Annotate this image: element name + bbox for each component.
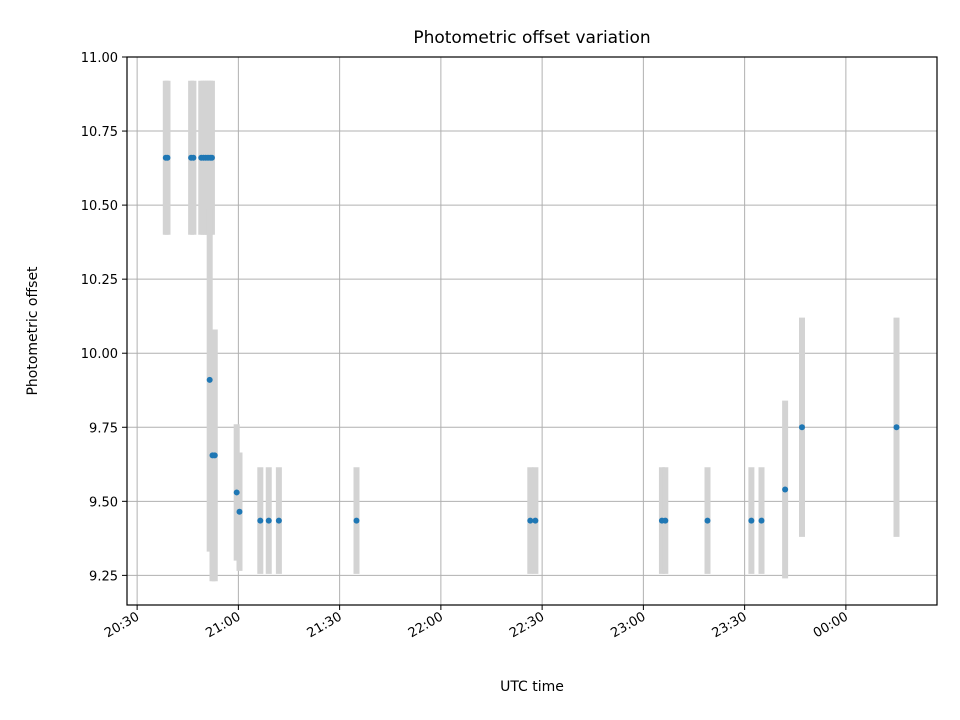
y-tick-label: 10.00 — [81, 347, 118, 362]
data-point — [748, 517, 755, 524]
data-point — [208, 154, 215, 161]
y-tick-label: 10.50 — [81, 199, 118, 214]
data-point — [782, 486, 789, 493]
x-axis-label: UTC time — [500, 679, 564, 695]
data-point — [190, 154, 197, 161]
data-point — [704, 517, 711, 524]
data-point — [236, 508, 243, 515]
data-point — [206, 376, 213, 383]
data-point — [211, 452, 218, 459]
y-axis-label: Photometric offset — [25, 266, 41, 396]
data-point — [275, 517, 282, 524]
data-point — [527, 517, 534, 524]
markers — [162, 154, 900, 524]
grid — [127, 56, 937, 605]
y-tick-label: 10.75 — [81, 125, 118, 140]
data-point — [662, 517, 669, 524]
y-axis-ticks: 9.25 9.50 9.75 10.00 10.25 10.50 10.75 11.00 — [81, 51, 127, 584]
y-tick-label: 11.00 — [81, 51, 118, 66]
y-tick-label: 9.75 — [89, 421, 118, 436]
plot-frame — [126, 56, 938, 606]
y-tick-label: 9.50 — [89, 495, 118, 510]
data-point — [164, 154, 171, 161]
y-tick-label: 10.25 — [81, 273, 118, 288]
chart-title: Photometric offset variation — [413, 28, 650, 48]
data-point — [353, 517, 360, 524]
y-tick-label: 9.25 — [89, 569, 118, 584]
data-point — [799, 424, 805, 431]
data-point — [532, 517, 539, 524]
data-point — [893, 424, 900, 431]
data-point — [758, 517, 765, 524]
data-point — [257, 517, 264, 524]
data-point — [265, 517, 272, 524]
data-point — [233, 489, 240, 496]
